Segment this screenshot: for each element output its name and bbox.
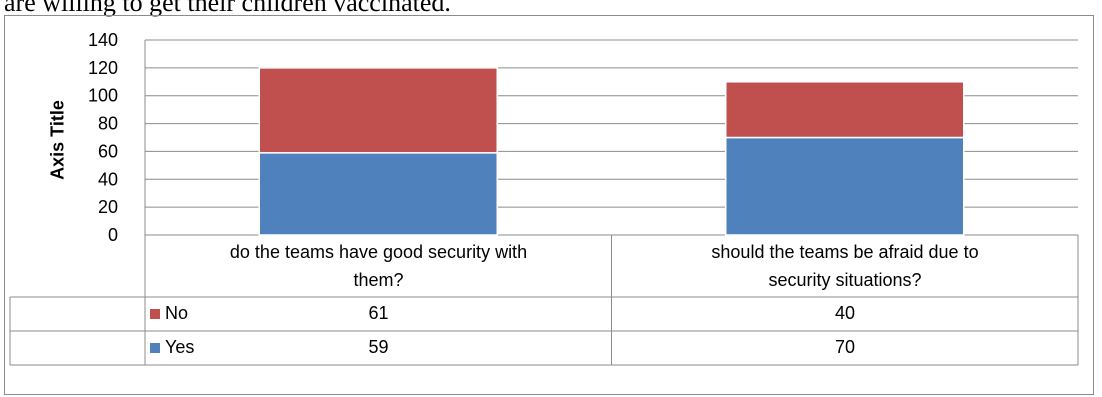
y-tick-label-100: 100 bbox=[88, 86, 118, 106]
chart-frame bbox=[4, 15, 1094, 395]
y-tick-label-20: 20 bbox=[98, 197, 118, 217]
yes-swatch-icon bbox=[150, 343, 160, 353]
no-swatch-icon bbox=[150, 309, 160, 319]
legend-key-yes-label: Yes bbox=[165, 337, 195, 357]
bar-no-1 bbox=[258, 67, 498, 154]
header-text: are willing to get their children vaccin… bbox=[4, 0, 451, 17]
y-tick-label-80: 80 bbox=[98, 114, 118, 134]
y-tick-label-0: 0 bbox=[108, 225, 118, 245]
table-cell-yes-1: 59 bbox=[368, 337, 389, 357]
table-cell-no-1: 61 bbox=[368, 303, 389, 323]
table-cell-yes-2: 70 bbox=[834, 337, 856, 357]
table-cell-no-2: 40 bbox=[834, 303, 856, 323]
category-label-1-line-1: do the teams have good security with bbox=[229, 242, 528, 262]
bar-yes-1 bbox=[258, 152, 498, 236]
legend-key-yes: Yes bbox=[150, 331, 194, 363]
bar-yes-2 bbox=[725, 136, 965, 236]
category-label-1: do the teams have good security with the… bbox=[145, 238, 612, 294]
category-label-1-line-2: them? bbox=[353, 270, 404, 290]
legend-key-no: No bbox=[150, 297, 188, 329]
category-label-2-line-1: should the teams be afraid due to bbox=[711, 242, 979, 262]
y-tick-label-40: 40 bbox=[98, 169, 118, 189]
y-tick-label-120: 120 bbox=[88, 58, 118, 78]
y-tick-label-140: 140 bbox=[88, 30, 118, 50]
bar-no-2 bbox=[725, 81, 965, 139]
category-label-2-line-2: security situations? bbox=[768, 270, 922, 290]
legend-key-no-label: No bbox=[165, 303, 189, 323]
y-tick-label-60: 60 bbox=[98, 141, 118, 161]
category-label-2: should the teams be afraid due to securi… bbox=[612, 238, 1078, 294]
